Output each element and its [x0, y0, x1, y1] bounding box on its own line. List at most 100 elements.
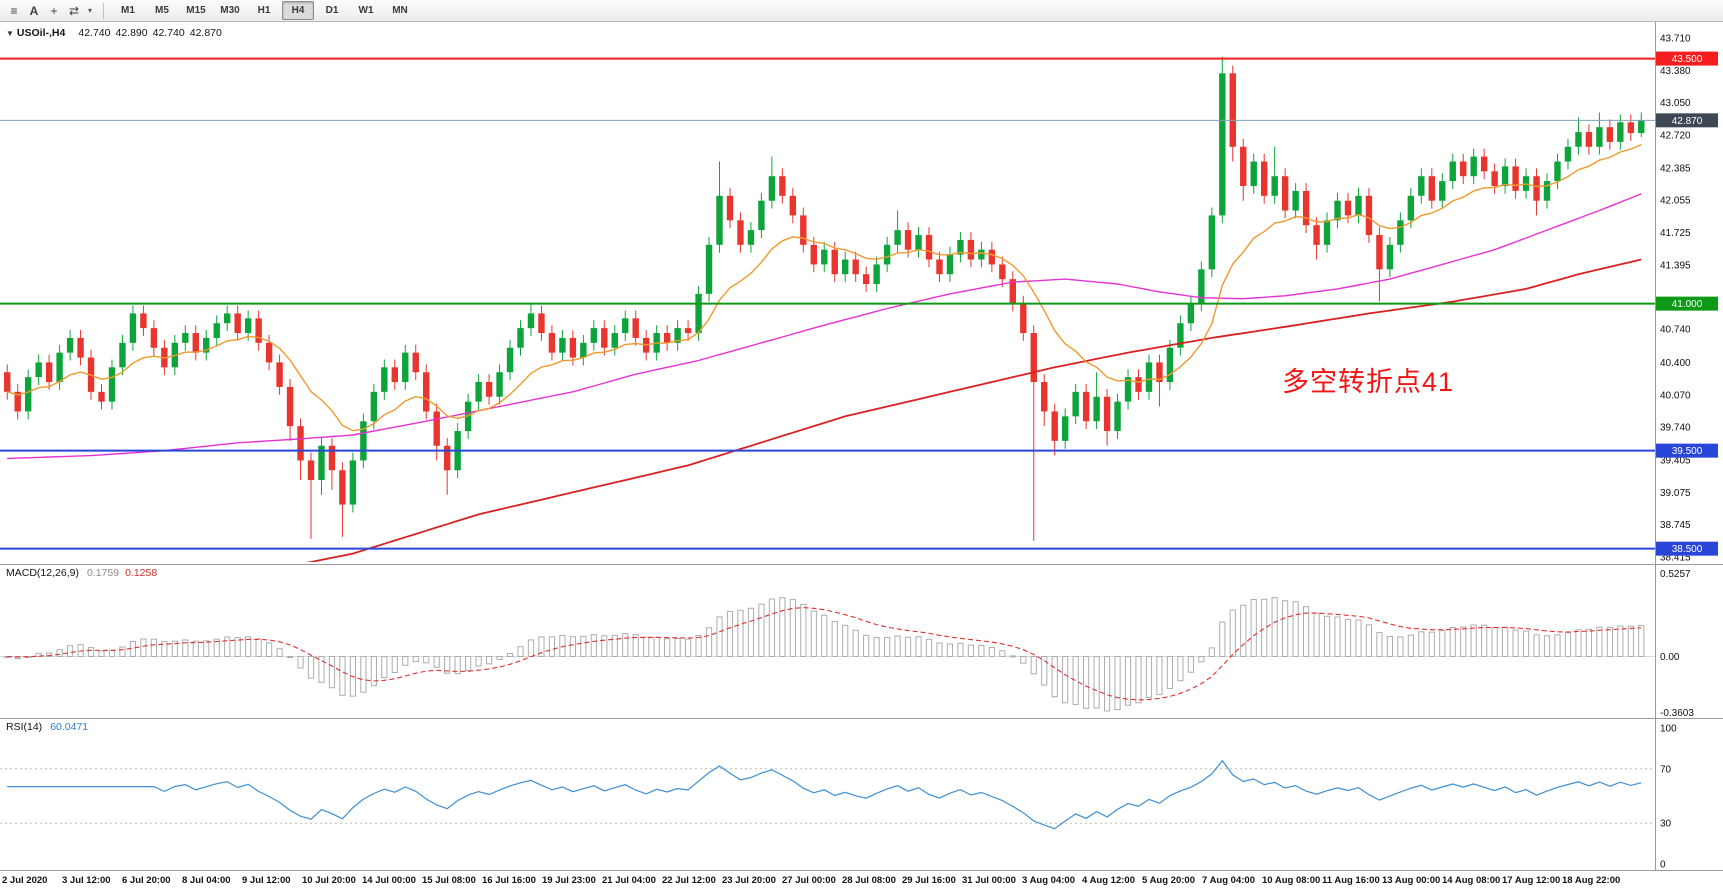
macd-histogram-bar — [967, 644, 975, 657]
macd-histogram-bar — [255, 638, 262, 657]
macd-histogram-bar — [988, 647, 995, 657]
time-axis-label: 16 Jul 16:00 — [482, 875, 536, 886]
candle-body — [203, 337, 210, 353]
macd-signal-line — [7, 607, 1642, 701]
candle-body — [1554, 161, 1561, 182]
dropdown-caret-icon[interactable]: ▾ — [87, 6, 92, 15]
macd-histogram-bar — [454, 655, 461, 675]
chart-header: ▼ USOil-,H4 42.740 42.890 42.740 42.870 — [6, 27, 222, 39]
axes-layer: 43.710 43.380 43.050 42.720 42.385 42.055 41.7… — [0, 22, 1723, 886]
macd-histogram-bar — [1428, 631, 1435, 657]
candle-body — [150, 328, 158, 348]
timeframe-button-m5[interactable]: M5 — [155, 5, 169, 16]
candle-body — [548, 333, 556, 353]
macd-histogram-bar — [360, 655, 367, 693]
macd-axis-label: 0.5257 — [1660, 569, 1691, 580]
candle-body — [496, 372, 503, 397]
macd-histogram-bar — [737, 609, 744, 657]
macd-histogram-bar — [1627, 625, 1634, 657]
timeframe-button-mn[interactable]: MN — [392, 5, 408, 16]
macd-histogram-bar — [1554, 634, 1561, 657]
chart-list-icon[interactable]: ≡ — [10, 3, 18, 18]
text-tool-icon[interactable]: A — [29, 3, 39, 18]
macd-histogram-bar — [328, 655, 336, 689]
ohlc-close: 42.870 — [189, 27, 222, 39]
symbol-period-label: USOil-,H4 — [16, 27, 66, 39]
macd-histogram-bar — [590, 634, 597, 657]
price-badge-43.500 — [1656, 51, 1718, 66]
macd-histogram-bar — [978, 645, 985, 657]
price-badge-41.000 — [1656, 296, 1718, 311]
price-axis-label: 38.745 — [1660, 520, 1691, 531]
time-axis-label: 11 Aug 16:00 — [1322, 875, 1380, 886]
time-axis-label: 10 Aug 08:00 — [1262, 875, 1320, 886]
time-axis-label: 23 Jul 20:00 — [722, 875, 776, 886]
price-axis-label: 40.740 — [1660, 325, 1691, 336]
macd-histogram-bar — [1606, 626, 1613, 657]
candle-body — [1009, 279, 1017, 304]
macd-histogram-bar — [758, 603, 765, 657]
timeframe-button-m30[interactable]: M30 — [220, 5, 240, 16]
timeframe-button-h4[interactable]: H4 — [282, 1, 314, 20]
macd-histogram-bar — [203, 640, 210, 657]
candle-body — [1166, 347, 1174, 383]
time-axis-label: 31 Jul 00:00 — [962, 875, 1016, 886]
macd-histogram-bar — [1638, 624, 1645, 657]
timeframe-button-m1[interactable]: M1 — [121, 5, 135, 16]
price-badge-42.870 — [1656, 113, 1718, 128]
price-axis-label: 40.400 — [1660, 358, 1691, 369]
candle-body — [842, 259, 849, 275]
candle-body — [349, 460, 357, 505]
macd-histogram-bar — [307, 655, 315, 679]
macd-histogram-bar — [632, 634, 639, 657]
macd-histogram-bar — [894, 635, 901, 657]
time-axis-label: 15 Jul 08:00 — [422, 875, 476, 886]
candle-body — [1617, 122, 1624, 142]
macd-histogram-bar — [412, 655, 419, 663]
macd-histogram-bar — [1135, 655, 1142, 704]
macd-histogram-bar — [349, 655, 357, 697]
candle-body — [1323, 220, 1331, 245]
candle-body — [1344, 200, 1352, 216]
macd-histogram-bar — [423, 655, 430, 664]
macd-histogram-bar — [1208, 647, 1215, 657]
crosshair-icon[interactable]: + — [50, 3, 58, 18]
macd-histogram-bar — [1020, 655, 1027, 664]
candle-body — [1543, 181, 1551, 201]
candle-body — [1103, 396, 1111, 432]
macd-histogram-bar — [1323, 615, 1331, 657]
timeframe-button-h1[interactable]: H1 — [257, 5, 271, 16]
macd-histogram-bar — [1240, 604, 1247, 657]
candle-body — [1512, 166, 1519, 191]
symbol-dropdown-icon[interactable]: ▼ — [6, 29, 14, 38]
timeframe-button-m15[interactable]: M15 — [186, 5, 206, 16]
macd-histogram-bar — [224, 636, 231, 657]
macd-histogram-bar — [108, 649, 116, 657]
macd-histogram-bar — [1282, 600, 1289, 657]
candle-body — [999, 264, 1006, 280]
price-axis-label: 42.720 — [1660, 131, 1691, 142]
candle-body — [24, 377, 32, 412]
macd-histogram-bar — [1250, 599, 1257, 657]
macd-histogram-bar — [664, 638, 671, 657]
candle-body — [1585, 132, 1593, 147]
macd-histogram-bar — [936, 642, 943, 657]
timeframe-button-w1[interactable]: W1 — [358, 5, 374, 16]
candle-body — [381, 367, 388, 392]
macd-histogram-bar — [1564, 632, 1572, 657]
candle-body — [852, 259, 859, 275]
macd-histogram-bar — [884, 636, 891, 657]
candle-body — [4, 372, 11, 392]
candle-body — [779, 176, 786, 196]
candle-body — [475, 382, 482, 402]
candle-body — [915, 235, 922, 250]
candle-body — [1365, 195, 1373, 236]
chart-text-annotation[interactable]: 多空转折点41 — [1282, 367, 1455, 397]
candle-body — [1480, 156, 1488, 172]
macd-histogram-bar — [475, 655, 482, 667]
toolbar-icons: ≡ A + ⇄ ▾ — [4, 1, 96, 21]
timeframe-button-d1[interactable]: D1 — [325, 5, 339, 16]
macd-histogram-bar — [611, 634, 618, 657]
cycles-icon[interactable]: ⇄ — [68, 3, 80, 18]
